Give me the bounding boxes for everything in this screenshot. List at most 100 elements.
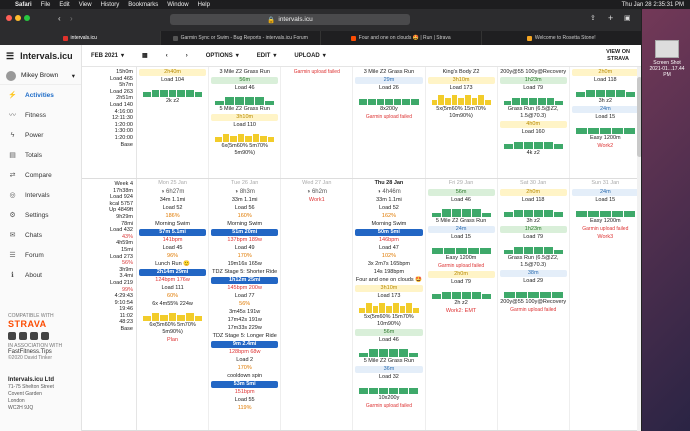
activity-card[interactable]: 4h0m — [499, 121, 567, 128]
calendar-day[interactable]: 200y@55 100y@Recovery 1h23m Load 79 Grass R… — [498, 67, 570, 178]
share-icon[interactable]: ⇪ — [590, 15, 596, 22]
workout-bar — [431, 213, 441, 217]
workout-bar — [605, 89, 615, 97]
sidebar-item-forum[interactable]: ☰ Forum — [0, 245, 81, 265]
os-menu-item[interactable]: History — [100, 1, 120, 8]
desktop-file-screenshot[interactable]: Screen Shot 2021-01...17.44 PM — [646, 40, 688, 78]
calendar-day[interactable]: Fri 29 Jan 56m Load 46 5 Mile Z2 Grass Run 2… — [426, 179, 498, 430]
month-selector[interactable]: FEB 2021 ▾ — [82, 52, 133, 60]
calendar-day[interactable]: Thu 28 Jan ◑ 4h46m 33m 1.1mi Load 52 162% Mor… — [353, 179, 426, 430]
activity-card[interactable]: 36m — [355, 366, 423, 373]
calendar-day[interactable]: 3 Mile Z2 Grass Run 29m Load 26 8x200y Garmi… — [353, 67, 426, 178]
sidebar-item-chats[interactable]: ✉ Chats — [0, 225, 81, 245]
activity-card[interactable]: 3h10m — [427, 77, 495, 84]
os-menu-item[interactable]: Help — [197, 1, 210, 8]
calendar-icon[interactable]: ▦ — [142, 53, 148, 59]
os-menu-item[interactable]: Window — [167, 1, 189, 8]
activity-card[interactable]: 53m 5mi — [211, 381, 279, 388]
user-name: Mikey Brown — [21, 72, 59, 79]
browser-tab[interactable]: Garmin Sync or Swim - Bug Reports - inte… — [161, 31, 321, 45]
activity-card[interactable]: 29m — [355, 77, 423, 84]
edit-menu[interactable]: EDIT ▾ — [248, 52, 286, 60]
view-on-strava-link[interactable]: VIEW ON STRAVA — [606, 49, 630, 63]
activity-card[interactable]: 2h14m 29mi — [139, 269, 207, 276]
activity-card[interactable]: 57m 5.1mi — [139, 229, 207, 236]
workout-bar — [599, 211, 611, 217]
prev-icon[interactable]: ‹ — [165, 52, 168, 59]
hamburger-icon[interactable]: ☰ — [6, 50, 15, 61]
traffic-lights[interactable] — [6, 15, 30, 21]
os-menu-item[interactable]: Bookmarks — [128, 1, 159, 8]
sidebar-item-totals[interactable]: ▤ Totals — [0, 145, 81, 165]
activity-card[interactable]: 3h10m — [211, 114, 279, 121]
instagram-icon[interactable] — [30, 332, 38, 340]
workout-bar — [546, 97, 555, 105]
calendar-day[interactable]: Wed 27 Jan ◑ 6h2m Work1 — [281, 179, 354, 430]
youtube-icon[interactable] — [41, 332, 49, 340]
sidebar-item-settings[interactable]: ⚙ Settings — [0, 205, 81, 225]
activity-card[interactable]: 24m — [571, 189, 639, 196]
activity-card[interactable]: 51m 20mi — [211, 229, 279, 236]
calendar-day[interactable]: 3 Mile Z2 Grass Run 56m Load 46 5 Mile Z2 G… — [209, 67, 282, 178]
sidebar-item-intervals[interactable]: ◎ Intervals — [0, 185, 81, 205]
os-menu-item[interactable]: View — [78, 1, 92, 8]
activity-card[interactable]: 38m — [499, 270, 567, 277]
sidebar-item-fitness[interactable]: 〰 Fitness — [0, 105, 81, 125]
activity-card[interactable]: 1h12m 25mi — [211, 277, 279, 284]
sidebar-item-power[interactable]: ϟ Power — [0, 125, 81, 145]
address-bar[interactable]: 🔒 intervals.icu — [170, 14, 410, 25]
scrollbar-thumb[interactable] — [637, 77, 641, 157]
sidebar-item-about[interactable]: ℹ About — [0, 265, 81, 285]
sidebar-item-activities[interactable]: ⚡ Activities — [0, 85, 81, 105]
week-summary-line: Load 465 — [110, 75, 133, 82]
sidebar-item-compare[interactable]: ⇄ Compare — [0, 165, 81, 185]
activity-card[interactable]: 9m 2.4mi — [211, 341, 279, 348]
activity-card[interactable]: 3h10m — [355, 285, 423, 292]
browser-tab[interactable]: Four and one on clouds 🤩 | Run | Strava — [321, 31, 482, 45]
calendar-day[interactable]: Mon 25 Jan ◑ 6h27m 34m 1.1mi Load 52 186% Mor… — [137, 179, 210, 430]
file-subname: 2021-01...17.44 PM — [649, 66, 685, 78]
tab-overview-icon[interactable]: ▣ — [624, 15, 631, 22]
user-menu[interactable]: Mikey Brown ▾ — [0, 67, 81, 85]
upload-menu[interactable]: UPLOAD ▾ — [285, 52, 334, 60]
workout-bar — [527, 292, 539, 298]
activity-card[interactable]: 50m 5mi — [355, 229, 423, 236]
facebook-icon[interactable] — [8, 332, 16, 340]
next-icon[interactable]: › — [185, 52, 188, 59]
twitter-icon[interactable] — [19, 332, 27, 340]
os-menu-item[interactable]: File — [40, 1, 51, 8]
workout-bar — [406, 303, 412, 313]
activity-card[interactable]: 2h0m — [571, 69, 639, 76]
calendar-day[interactable]: Sun 31 Jan 24m Load 15 Easy 1200m Garmin upl… — [570, 179, 641, 430]
calendar-day[interactable]: Tue 26 Jan ◑ 8h3m 33m 1.1mi Load 56 160% Morn… — [209, 179, 282, 430]
activity-card[interactable]: 24m — [571, 106, 639, 113]
calendar-day[interactable]: 2h0m Load 118 3h z2 24m Load 15 Easy 1200m Wor… — [570, 67, 641, 178]
new-tab-icon[interactable]: + — [608, 13, 614, 23]
back-icon[interactable]: ‹ — [58, 14, 61, 23]
strava-logo[interactable]: STRAVA — [8, 319, 47, 329]
partner-link[interactable]: FastFitness.Tips — [8, 349, 52, 355]
workout-bar — [168, 89, 177, 97]
calendar-day[interactable]: 2h40m Load 104 2k z2 — [137, 67, 210, 178]
activity-card[interactable]: 56m — [355, 329, 423, 336]
activity-card[interactable]: 1h23m — [499, 226, 567, 233]
calendar-day[interactable]: Garmin upload failed — [281, 67, 354, 178]
activity-card[interactable]: 2h0m — [427, 271, 495, 278]
workout-bar — [359, 353, 369, 357]
activity-card[interactable]: 24m — [427, 226, 495, 233]
options-menu[interactable]: OPTIONS ▾ — [197, 52, 248, 60]
calendar-day[interactable]: King's Body Z2 3h10m Load 173 5x(5m60% 15m7… — [426, 67, 498, 178]
scrollbar[interactable] — [637, 67, 641, 431]
os-menu-item[interactable]: Safari — [15, 1, 32, 8]
activity-card[interactable]: 56m — [427, 189, 495, 196]
activity-card[interactable]: 2h0m — [499, 189, 567, 196]
activity-card[interactable]: 56m — [211, 77, 279, 84]
activity-card[interactable]: 2h40m — [139, 69, 207, 76]
calendar-day[interactable]: Sat 30 Jan 2h0m Load 118 3h z2 1h23m Load 79 G… — [498, 179, 570, 430]
browser-tab[interactable]: intervals.icu — [0, 31, 161, 45]
browser-tab[interactable]: Welcome to Rosetta Stone! — [482, 31, 642, 45]
forward-icon[interactable]: › — [70, 14, 73, 23]
os-menu-item[interactable]: Edit — [59, 1, 70, 8]
activity-card[interactable]: 1h23m — [499, 77, 567, 84]
os-menubar: Safari File Edit View History Bookmarks Window… — [0, 0, 690, 9]
